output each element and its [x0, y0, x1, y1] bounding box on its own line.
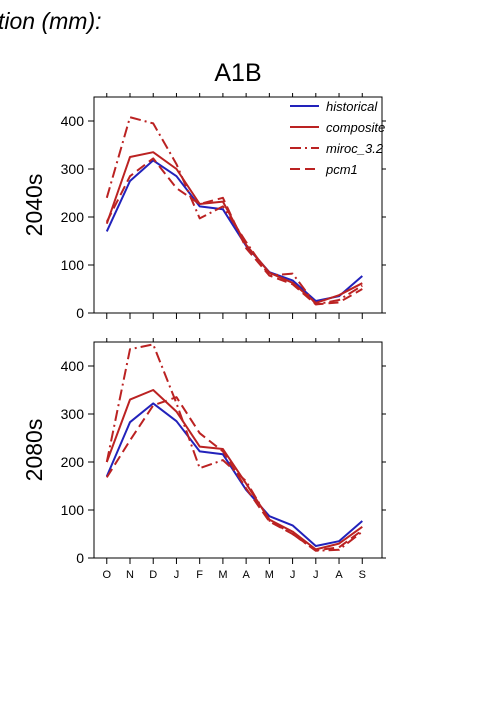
y-tick-label: 300 [61, 406, 85, 422]
series-line-pcm1 [105, 157, 363, 306]
partial-header-title: tion (mm): [0, 8, 102, 34]
legend-label: miroc_3.2 [326, 141, 384, 156]
legend-label: historical [326, 99, 378, 114]
x-tick-label: F [196, 569, 203, 581]
x-tick-label: N [126, 569, 134, 581]
x-tick-label: J [290, 569, 296, 581]
x-tick-label: M [265, 569, 274, 581]
x-tick-label: D [149, 569, 157, 581]
x-tick-label: M [218, 569, 227, 581]
y-tick-label: 100 [61, 502, 85, 518]
series-line-historical [105, 402, 363, 547]
plot-frame [93, 341, 383, 559]
legend-label: composite [326, 120, 385, 135]
series-line-composite [105, 389, 363, 551]
y-tick-label: 400 [61, 113, 85, 129]
series-line-pcm1 [105, 396, 363, 552]
plot-frame [93, 96, 383, 314]
series-line-miroc-3-2 [105, 343, 363, 552]
x-tick-label: S [359, 569, 366, 581]
x-tick-label: A [335, 569, 343, 581]
series-line-historical [105, 159, 363, 302]
chart-title: A1B [214, 59, 261, 87]
y-tick-label: 200 [61, 209, 85, 225]
y-tick-label: 300 [61, 161, 85, 177]
y-axis-label: 2040s [21, 174, 47, 237]
y-tick-label: 0 [76, 550, 84, 566]
legend-label: pcm1 [325, 162, 358, 177]
x-tick-label: J [313, 569, 319, 581]
y-tick-label: 0 [76, 305, 84, 321]
y-tick-label: 100 [61, 257, 85, 273]
panel-2080s: 0 100 200 300 400 O N D J F M A M J J A S 2080s [21, 338, 386, 581]
series-line-miroc-3-2 [105, 116, 363, 306]
x-tick-label: O [102, 569, 111, 581]
panel-2040s: 0 100 200 300 400 2040s historical composite mir… [21, 93, 386, 321]
y-tick-label: 400 [61, 358, 85, 374]
y-axis-label: 2080s [21, 419, 47, 482]
x-tick-label: J [174, 569, 180, 581]
y-tick-label: 200 [61, 454, 85, 470]
x-tick-label: A [242, 569, 250, 581]
